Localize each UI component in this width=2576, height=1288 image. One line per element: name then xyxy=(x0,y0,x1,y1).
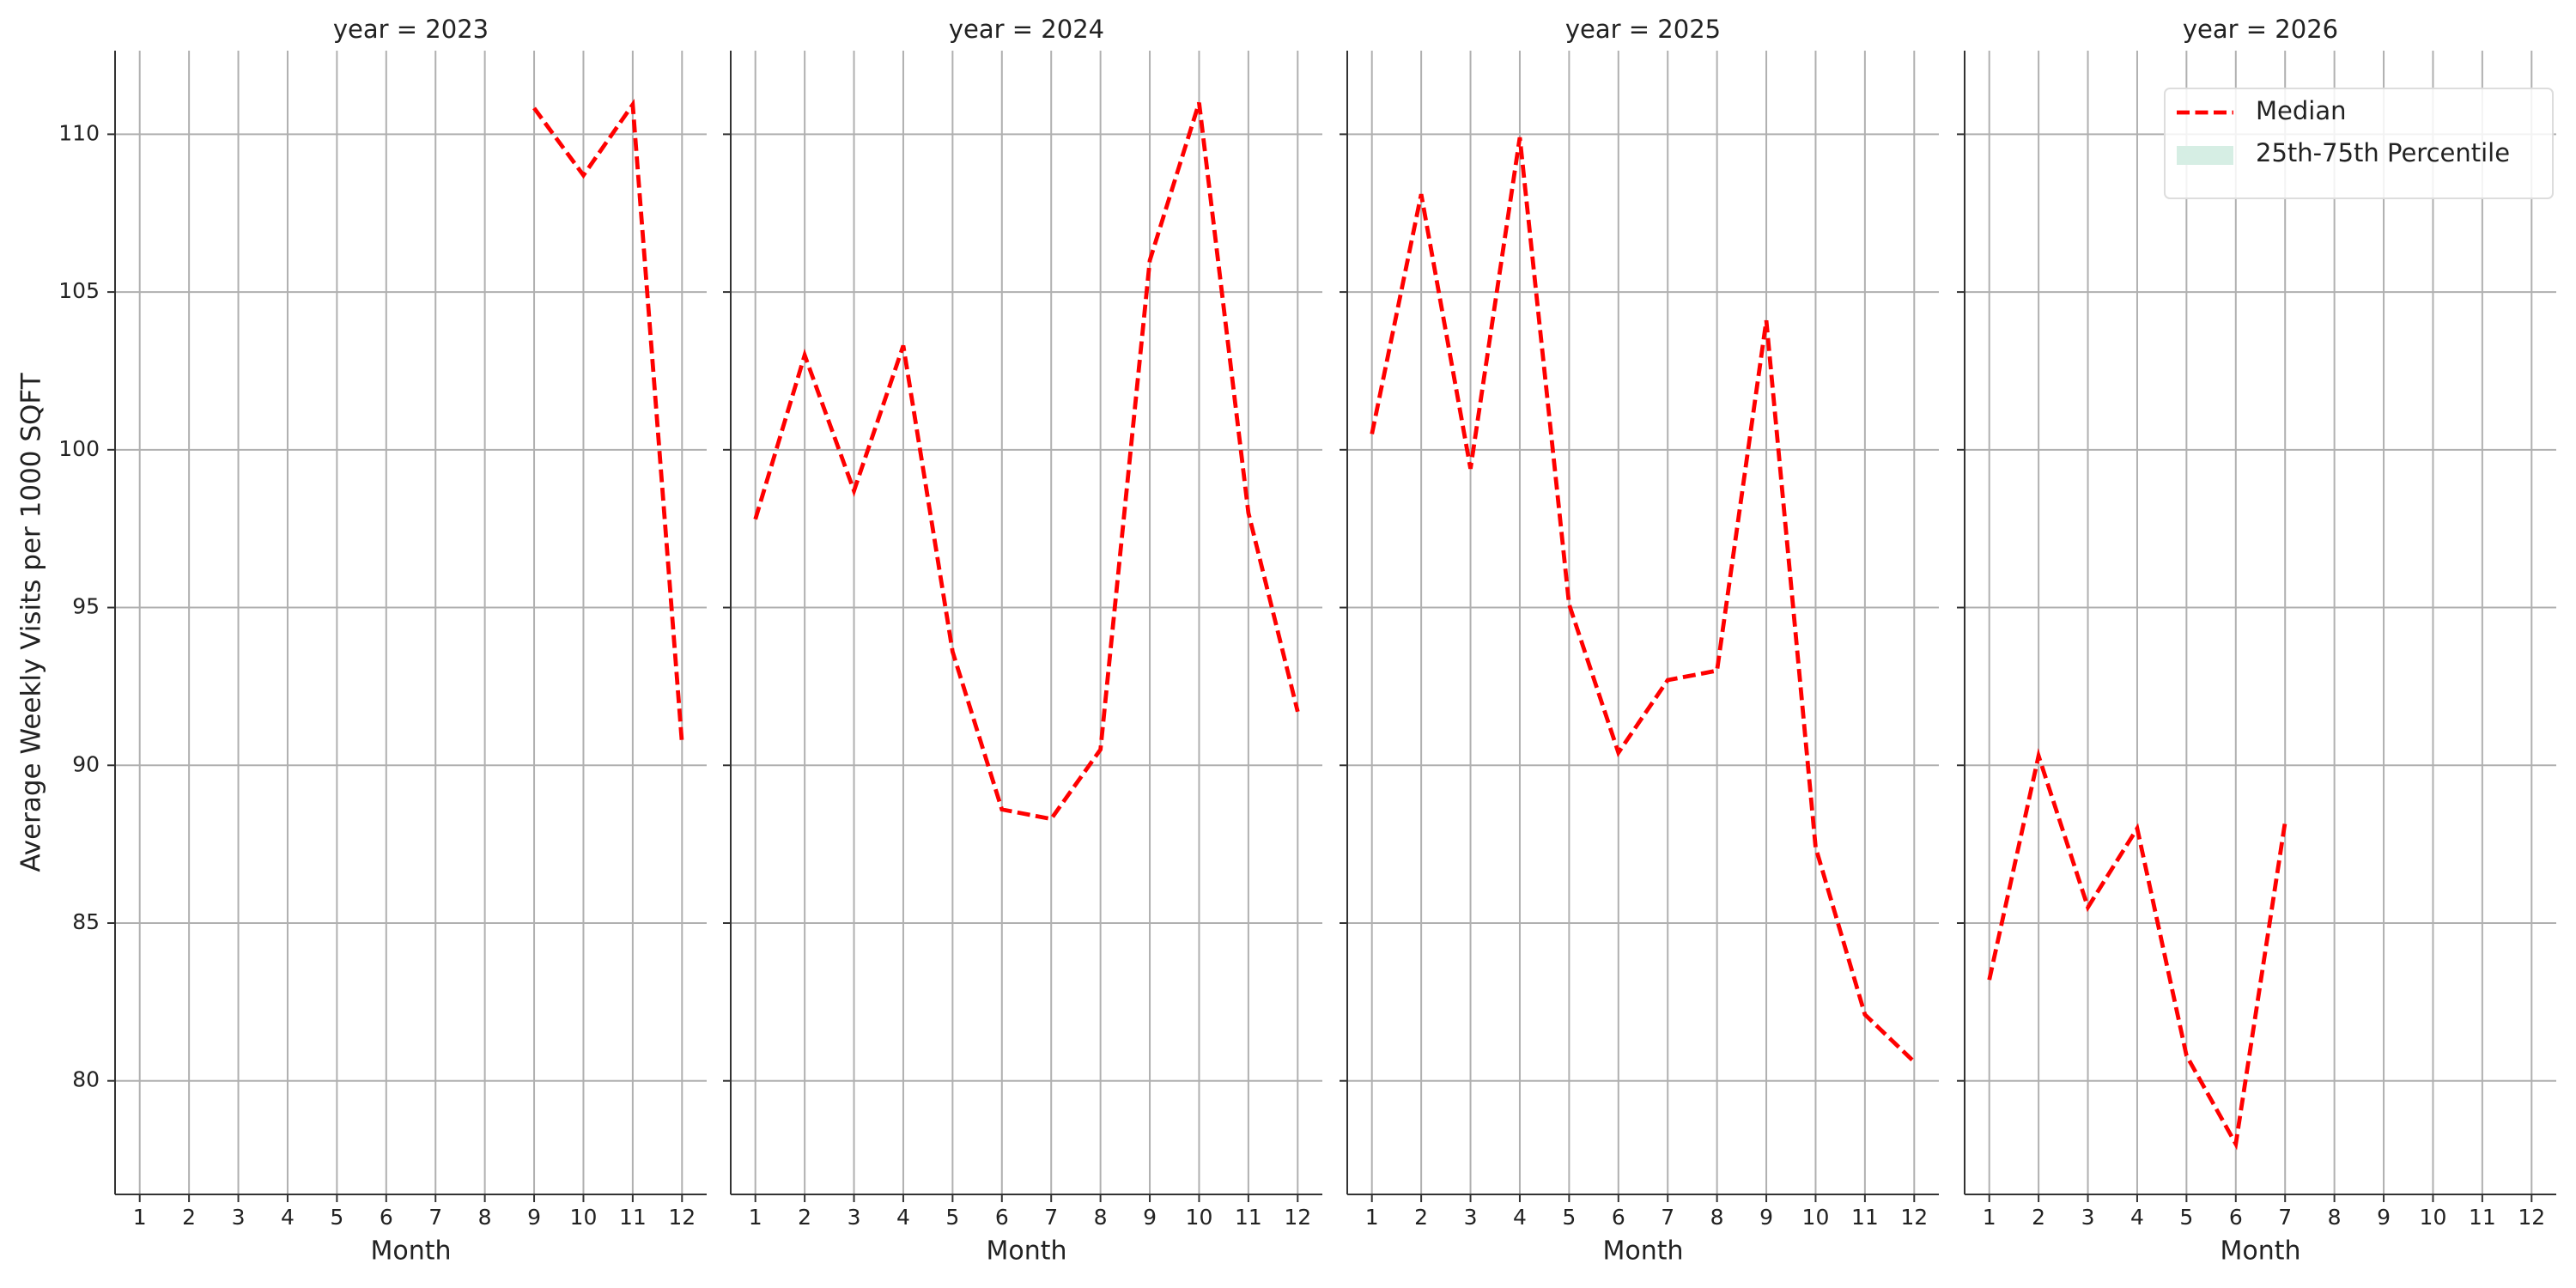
x-tick-label: 8 xyxy=(478,1205,492,1230)
x-tick-label: 8 xyxy=(1094,1205,1108,1230)
y-tick-label: 95 xyxy=(72,594,100,619)
x-tick-label: 9 xyxy=(1143,1205,1157,1230)
x-tick-label: 11 xyxy=(1235,1205,1262,1230)
x-axis-label: Month xyxy=(370,1236,451,1267)
x-tick-label: 9 xyxy=(1759,1205,1773,1230)
legend-swatch xyxy=(2177,146,2233,165)
y-tick-label: 85 xyxy=(72,909,100,934)
facet-title: year = 2023 xyxy=(333,15,489,44)
x-tick-label: 2 xyxy=(2032,1205,2045,1230)
x-tick-label: 5 xyxy=(945,1205,959,1230)
x-tick-label: 8 xyxy=(2328,1205,2342,1230)
x-tick-label: 7 xyxy=(2278,1205,2292,1230)
x-tick-label: 6 xyxy=(2229,1205,2243,1230)
x-tick-label: 6 xyxy=(380,1205,393,1230)
x-tick-label: 8 xyxy=(1710,1205,1724,1230)
x-tick-label: 10 xyxy=(1802,1205,1830,1230)
x-tick-label: 6 xyxy=(1612,1205,1625,1230)
x-axis-label: Month xyxy=(1602,1236,1683,1267)
x-tick-label: 2 xyxy=(1414,1205,1428,1230)
x-tick-label: 1 xyxy=(1983,1205,1996,1230)
x-tick-label: 3 xyxy=(232,1205,246,1230)
x-tick-label: 5 xyxy=(2179,1205,2193,1230)
legend-label: 25th-75th Percentile xyxy=(2256,138,2510,167)
x-tick-label: 10 xyxy=(1186,1205,1213,1230)
x-tick-label: 2 xyxy=(798,1205,811,1230)
x-tick-label: 2 xyxy=(182,1205,196,1230)
x-tick-label: 11 xyxy=(2469,1205,2496,1230)
facet-title: year = 2024 xyxy=(949,15,1104,44)
x-tick-label: 7 xyxy=(428,1205,442,1230)
legend-label: Median xyxy=(2256,96,2346,125)
median-line xyxy=(1987,748,2287,1151)
x-tick-label: 3 xyxy=(848,1205,861,1230)
x-tick-label: 1 xyxy=(1365,1205,1379,1230)
x-tick-label: 5 xyxy=(1562,1205,1576,1230)
x-tick-label: 7 xyxy=(1044,1205,1058,1230)
x-tick-label: 12 xyxy=(1900,1205,1928,1230)
x-tick-label: 12 xyxy=(1284,1205,1311,1230)
x-tick-label: 4 xyxy=(1513,1205,1527,1230)
x-tick-label: 9 xyxy=(2377,1205,2391,1230)
x-axis-label: Month xyxy=(986,1236,1066,1267)
y-tick-label: 110 xyxy=(58,120,100,145)
x-tick-label: 10 xyxy=(570,1205,598,1230)
x-tick-label: 4 xyxy=(896,1205,910,1230)
facet-title: year = 2026 xyxy=(2183,15,2338,44)
y-tick-label: 105 xyxy=(58,278,100,303)
x-tick-label: 9 xyxy=(527,1205,541,1230)
facet-title: year = 2025 xyxy=(1565,15,1721,44)
x-tick-label: 11 xyxy=(1851,1205,1879,1230)
y-tick-label: 80 xyxy=(72,1067,100,1092)
x-tick-label: 4 xyxy=(2130,1205,2144,1230)
y-tick-label: 90 xyxy=(72,751,100,776)
median-line xyxy=(753,101,1300,822)
x-tick-label: 4 xyxy=(281,1205,295,1230)
x-tick-label: 12 xyxy=(668,1205,696,1230)
y-axis-label: Average Weekly Visits per 1000 SQFT xyxy=(16,372,47,872)
x-tick-label: 12 xyxy=(2518,1205,2545,1230)
x-tick-label: 3 xyxy=(2081,1205,2095,1230)
x-tick-label: 7 xyxy=(1661,1205,1674,1230)
x-tick-label: 1 xyxy=(133,1205,147,1230)
x-tick-label: 5 xyxy=(330,1205,343,1230)
x-tick-label: 11 xyxy=(619,1205,647,1230)
x-tick-label: 10 xyxy=(2420,1205,2447,1230)
median-line xyxy=(1370,137,1916,1064)
x-tick-label: 1 xyxy=(749,1205,762,1230)
median-line xyxy=(532,98,684,744)
y-tick-label: 100 xyxy=(58,436,100,461)
x-tick-label: 3 xyxy=(1464,1205,1478,1230)
legend-box xyxy=(2164,88,2554,199)
x-tick-label: 6 xyxy=(995,1205,1009,1230)
legend: Median 25th-75th Percentile xyxy=(2164,88,2554,199)
x-axis-label: Month xyxy=(2220,1236,2300,1267)
